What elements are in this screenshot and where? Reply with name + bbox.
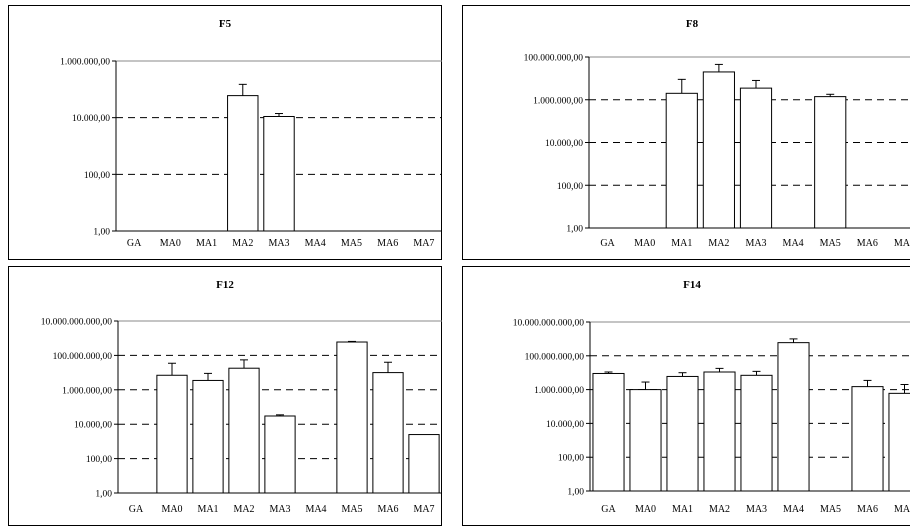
bar: [227, 95, 259, 232]
chart-svg-f5: 1.000.000,00 10.000,00 100,00 1,00 GA MA0 MA1 M…: [60, 58, 442, 249]
bar: [851, 386, 884, 492]
bar: [702, 71, 735, 229]
y-tick-label: 100.000.000,00: [525, 352, 585, 362]
x-tick-label: MA5: [341, 238, 362, 249]
bar: [777, 342, 810, 492]
x-tick-label: MA2: [232, 238, 253, 249]
chart-panel-f12: F12 10.000.000.000,00 100.000.000,00 1.000…: [8, 266, 442, 526]
y-tick-label: 100,00: [86, 455, 112, 465]
x-tick-label: MA3: [746, 504, 767, 515]
bar: [666, 375, 699, 492]
x-tick-label: MA4: [305, 504, 326, 515]
y-tick-label: 1.000.000,00: [533, 96, 583, 106]
bar: [372, 372, 404, 494]
y-tick-label: 100.000.000,00: [524, 54, 584, 64]
x-tick-label: MA6: [377, 238, 398, 249]
chart-panel-f14: F14 10.000.000.000,00 100.000.000,00 1.000…: [462, 266, 910, 526]
x-tick-label: GA: [601, 504, 616, 515]
x-tick-label: MA1: [197, 504, 218, 515]
bar: [665, 92, 698, 229]
x-tick-label: MA4: [783, 504, 804, 515]
x-tick-label: MA0: [635, 504, 656, 515]
x-tick-label: MA1: [672, 504, 693, 515]
x-tick-label: MA4: [305, 238, 326, 249]
x-tick-label: MA6: [377, 504, 398, 515]
x-tick-label: MA7: [894, 504, 910, 515]
chart-svg-f14: 10.000.000.000,00 100.000.000,00 1.000.000…: [513, 319, 910, 515]
y-tick-label: 100,00: [557, 182, 583, 192]
chart-panel-f8: F8 100.000.000,00 1.000.000,00 10.000,00 10…: [462, 5, 910, 260]
x-tick-label: MA7: [894, 238, 910, 249]
x-tick-label: MA5: [341, 504, 362, 515]
x-tick-label: MA0: [634, 238, 655, 249]
x-tick-label: MA2: [709, 504, 730, 515]
x-tick-label: MA1: [196, 238, 217, 249]
y-tick-label: 10.000,00: [546, 420, 584, 430]
bar: [228, 367, 260, 494]
bar: [336, 341, 368, 494]
bar: [263, 115, 295, 232]
chart-title: F8: [685, 18, 699, 30]
y-tick-label: 100,00: [84, 171, 110, 181]
bar: [740, 374, 773, 492]
y-tick-label: 10.000.000.000,00: [41, 318, 113, 328]
x-tick-label: GA: [129, 504, 144, 515]
y-tick-label: 10.000,00: [72, 114, 110, 124]
bar: [739, 87, 773, 229]
bar: [156, 374, 188, 494]
x-tick-label: MA5: [820, 504, 841, 515]
chart-title: F14: [683, 279, 701, 291]
y-tick-label: 1,00: [93, 228, 110, 238]
y-tick-label: 10.000.000.000,00: [513, 319, 585, 329]
y-tick-label: 10.000,00: [545, 139, 583, 149]
x-tick-label: MA5: [820, 238, 841, 249]
x-tick-label: MA7: [413, 238, 434, 249]
y-tick-label: 1,00: [567, 488, 584, 498]
x-tick-label: GA: [600, 238, 615, 249]
bar: [888, 392, 910, 492]
y-tick-label: 100.000.000,00: [53, 352, 113, 362]
y-tick-label: 1.000.000,00: [62, 386, 112, 396]
x-tick-label: MA3: [268, 238, 289, 249]
x-tick-label: MA7: [413, 504, 434, 515]
y-tick-label: 1,00: [95, 490, 112, 500]
x-tick-label: MA2: [233, 504, 254, 515]
y-tick-label: 1.000.000,00: [60, 58, 110, 68]
x-tick-label: MA6: [857, 504, 878, 515]
chart-svg-f8: 100.000.000,00 1.000.000,00 10.000,00 100,0…: [524, 54, 910, 249]
chart-panel-f5: F5 1.000.000,00 10.000,00 100,00 1,00 GA MA0 M…: [8, 5, 442, 260]
x-tick-label: MA1: [671, 238, 692, 249]
bar: [408, 434, 440, 494]
y-tick-label: 10.000,00: [74, 421, 112, 431]
x-tick-label: MA0: [160, 238, 181, 249]
x-tick-label: MA4: [783, 238, 804, 249]
x-tick-label: GA: [127, 238, 142, 249]
x-tick-label: MA3: [745, 238, 766, 249]
y-tick-label: 100,00: [558, 454, 584, 464]
bar: [814, 96, 847, 229]
bar: [629, 389, 662, 492]
bar: [264, 415, 296, 494]
bar: [592, 372, 625, 492]
bar: [703, 371, 736, 492]
y-tick-label: 1.000.000,00: [534, 386, 584, 396]
chart-svg-f12: 10.000.000.000,00 100.000.000,00 1.000.000…: [41, 318, 442, 515]
y-tick-label: 1,00: [566, 225, 583, 235]
chart-title: F12: [216, 279, 234, 291]
chart-title: F5: [218, 18, 232, 30]
x-tick-label: MA0: [161, 504, 182, 515]
bar: [192, 379, 224, 494]
x-tick-label: MA6: [857, 238, 878, 249]
x-tick-label: MA2: [708, 238, 729, 249]
x-tick-label: MA3: [269, 504, 290, 515]
